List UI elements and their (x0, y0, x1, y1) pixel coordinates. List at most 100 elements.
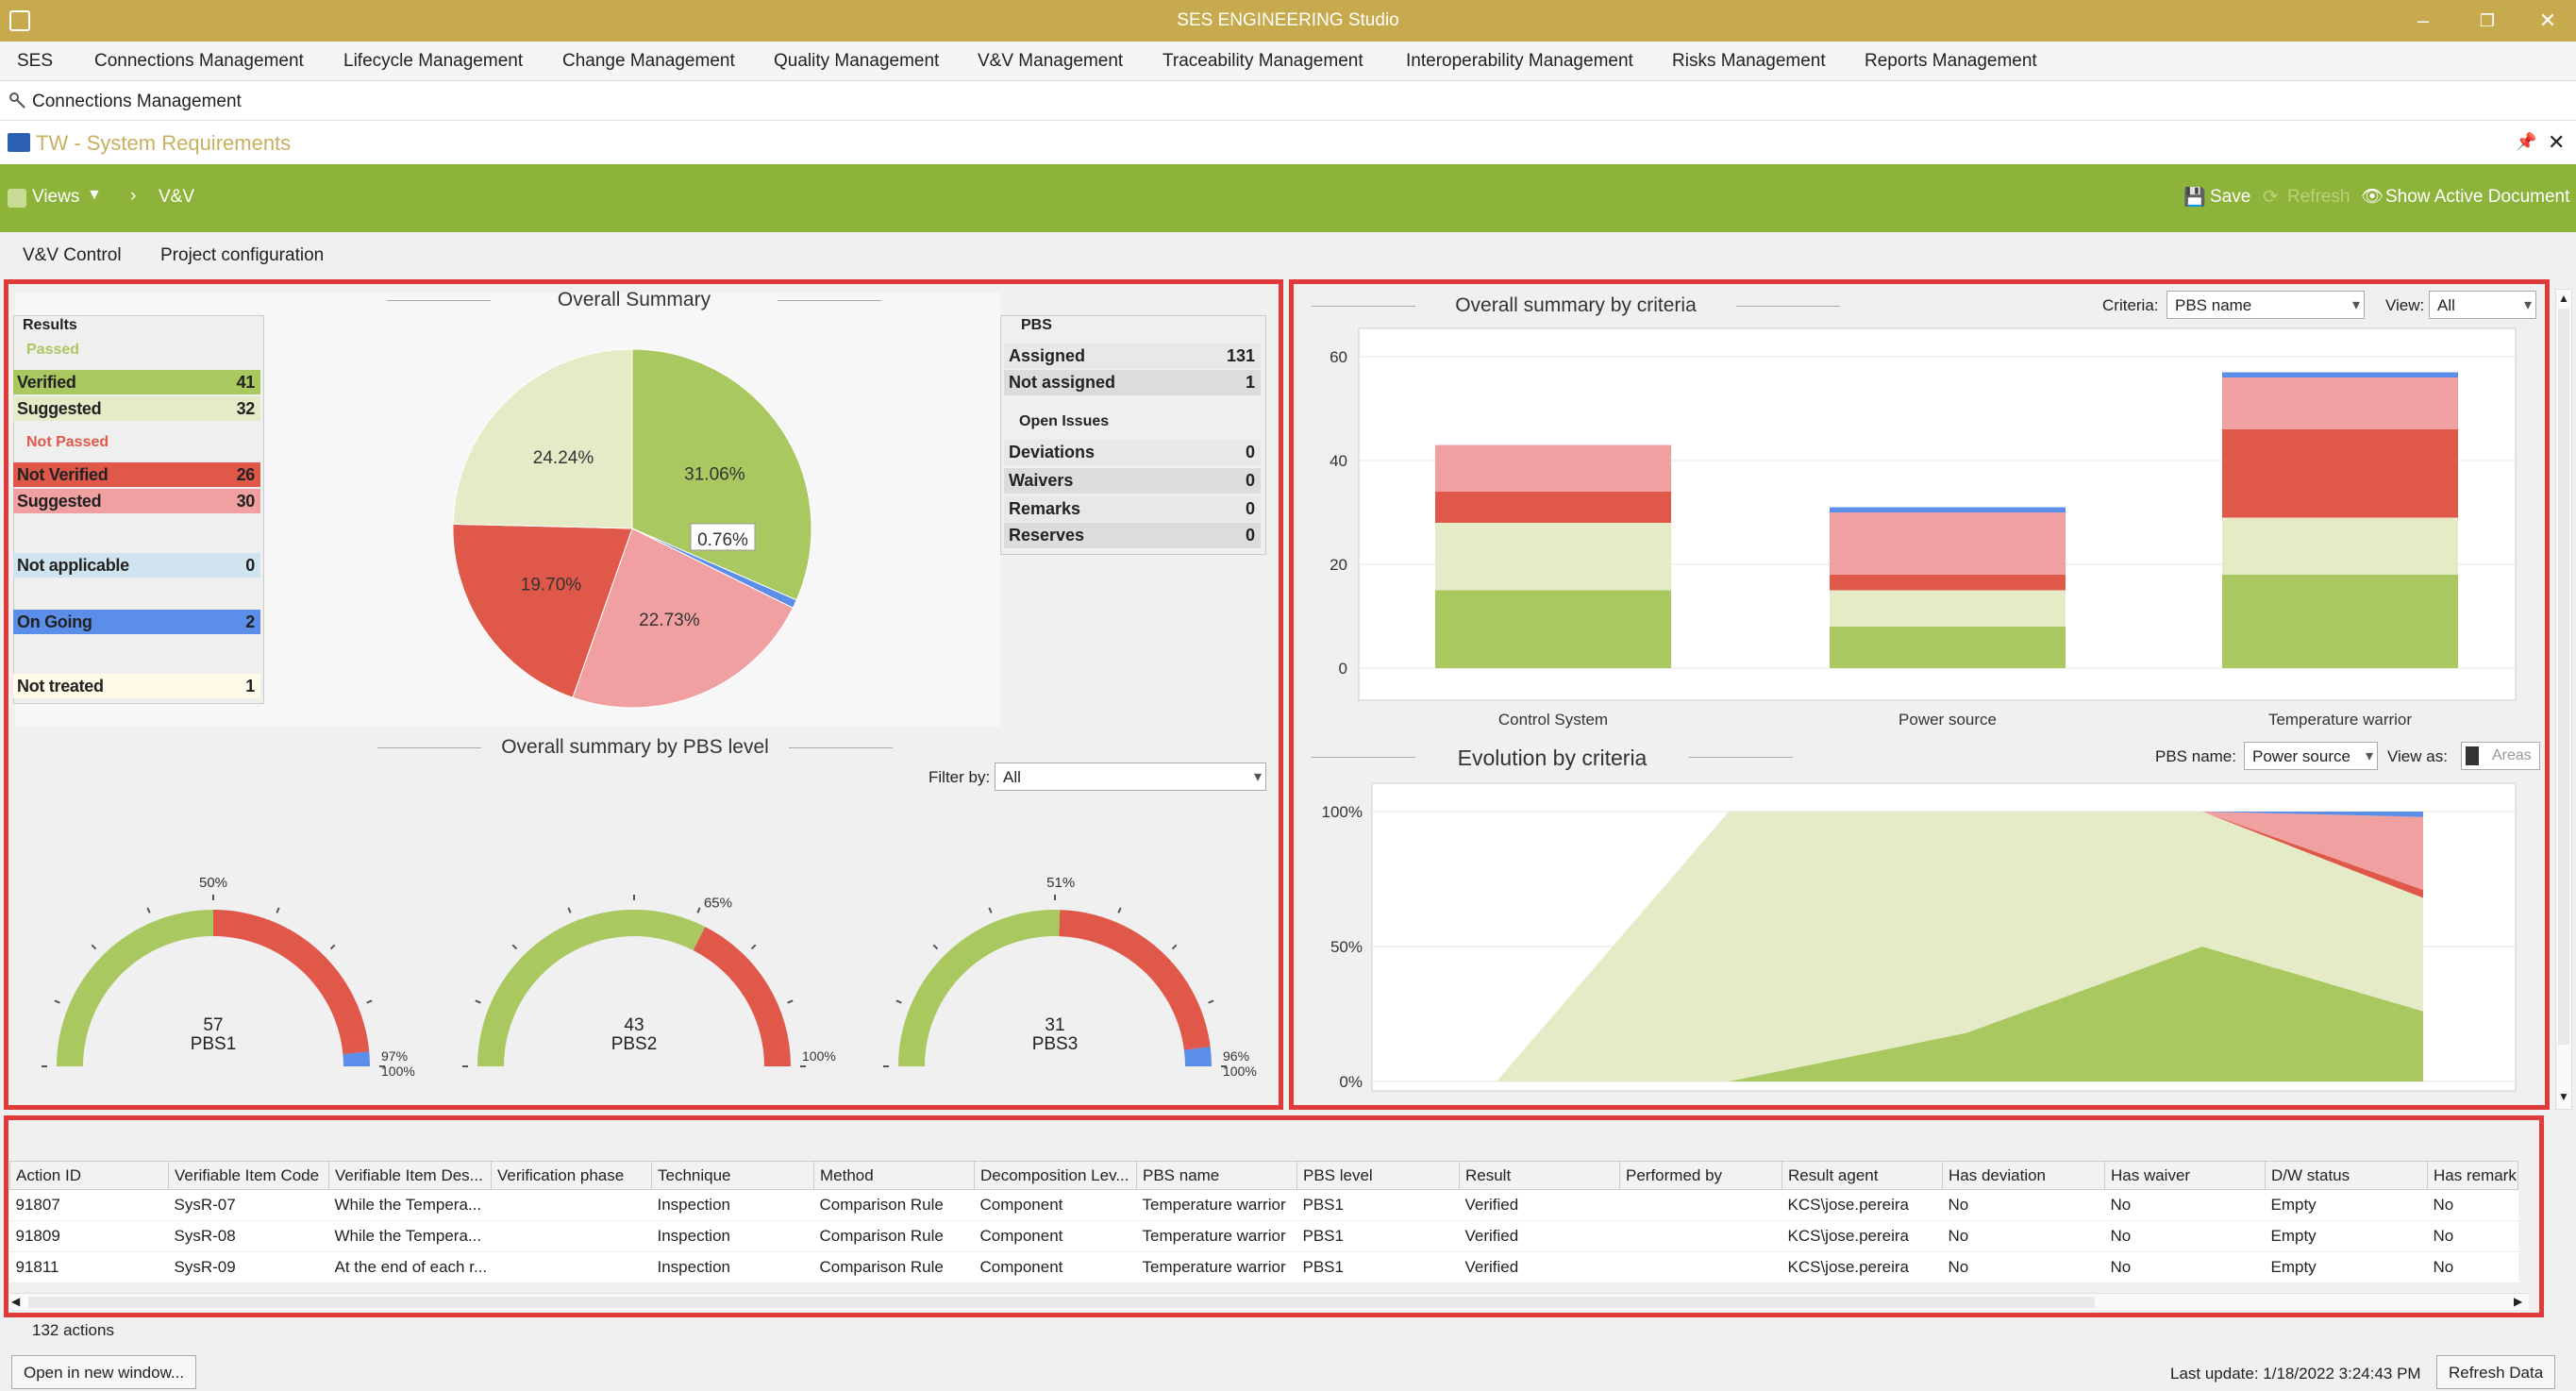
legend-not-applicable[interactable]: Not applicable 0 (13, 553, 260, 578)
bar-segment (1830, 575, 2066, 591)
filter-by-dropdown[interactable]: All (995, 763, 1266, 791)
view-as-dropdown[interactable]: Areas (2461, 742, 2540, 770)
scroll-right-icon[interactable]: ▶ (2514, 1295, 2523, 1308)
restore-icon[interactable]: ❐ (2479, 11, 2496, 30)
tab-project-configuration[interactable]: Project configuration (160, 245, 325, 265)
column-header[interactable]: PBS name (1136, 1161, 1297, 1190)
refresh-icon[interactable]: ⟳ (2263, 187, 2279, 208)
refresh-button[interactable]: Refresh (2287, 187, 2350, 207)
menu-vv[interactable]: V&V Management (978, 51, 1124, 71)
toolbar-crumb[interactable]: V&V (159, 187, 195, 207)
gauge-marker-label: 50% (199, 875, 227, 891)
gauge-name: PBS3 (1032, 1034, 1079, 1054)
menu-quality[interactable]: Quality Management (774, 51, 940, 71)
table-row[interactable]: 91807 SysR-07 While the Tempera... Inspecti… (9, 1189, 2518, 1221)
table-cell: No (1942, 1220, 2105, 1252)
menu-traceability[interactable]: Traceability Management (1163, 51, 1363, 71)
table-cell: Empty (2265, 1251, 2428, 1283)
legend-suggested-fail[interactable]: Suggested 30 (13, 489, 260, 513)
scroll-up-icon[interactable]: ▲ (2558, 292, 2569, 305)
legend-suggested-pass[interactable]: Suggested 32 (13, 396, 260, 421)
legend-not-treated[interactable]: Not treated 1 (13, 674, 260, 698)
column-header[interactable]: Verifiable Item Code (168, 1161, 329, 1190)
view-as-label: View as: (2387, 747, 2448, 765)
eye-icon[interactable]: 👁 (2361, 187, 2384, 207)
column-header[interactable]: Action ID (9, 1161, 169, 1190)
grid-scroll-thumb[interactable] (28, 1297, 2095, 1308)
document-title: TW - System Requirements (36, 131, 292, 155)
menu-risks[interactable]: Risks Management (1672, 51, 1826, 71)
criteria-dropdown[interactable]: PBS name (2166, 291, 2365, 319)
column-header[interactable]: Verification phase (491, 1161, 652, 1190)
column-header[interactable]: Has deviation (1942, 1161, 2105, 1190)
show-active-document-button[interactable]: Show Active Document (2385, 187, 2570, 207)
pie-slice-label: 24.24% (533, 448, 594, 468)
menu-interoperability[interactable]: Interoperability Management (1406, 51, 1633, 71)
bar-segment (1435, 523, 1671, 591)
gauge-segment (343, 1051, 370, 1066)
scroll-thumb[interactable] (2558, 309, 2569, 1045)
breadcrumb-label[interactable]: Connections Management (32, 92, 242, 111)
column-header[interactable]: PBS level (1296, 1161, 1460, 1190)
table-cell: Empty (2265, 1220, 2428, 1252)
column-header[interactable]: Technique (651, 1161, 814, 1190)
table-cell (491, 1189, 652, 1221)
save-icon[interactable]: 💾 (2183, 188, 2206, 208)
minimize-icon[interactable]: – (2417, 8, 2430, 32)
column-header[interactable]: Result (1459, 1161, 1620, 1190)
gauge-marker-label: 51% (1046, 875, 1075, 891)
menu-lifecycle[interactable]: Lifecycle Management (343, 51, 524, 71)
legend-verified[interactable]: Verified 41 (13, 370, 260, 394)
column-header[interactable]: Verifiable Item Des... (328, 1161, 492, 1190)
pbs-not-assigned: Not assigned 1 (1004, 370, 1261, 395)
legend-not-verified[interactable]: Not Verified 26 (13, 462, 260, 487)
pbs-gauges: 50%97%100%57PBS165%100%43PBS251%96%100%3… (42, 875, 1257, 1079)
tab-vv-control[interactable]: V&V Control (23, 245, 122, 265)
menu-change[interactable]: Change Management (562, 51, 735, 71)
column-header[interactable]: Result agent (1781, 1161, 1943, 1190)
view-dropdown[interactable]: All (2429, 291, 2536, 319)
gauge-tick (567, 907, 572, 913)
save-button[interactable]: Save (2210, 187, 2251, 207)
pbs-name-dropdown[interactable]: Power source (2244, 742, 2378, 770)
bar-y-tick: 40 (1330, 452, 1347, 470)
column-header[interactable]: Method (813, 1161, 975, 1190)
column-header[interactable]: Has waiver (2104, 1161, 2266, 1190)
scroll-down-icon[interactable]: ▼ (2558, 1090, 2569, 1103)
table-cell: No (1942, 1189, 2105, 1221)
grid-horizontal-scrollbar[interactable]: ◀ ▶ (9, 1293, 2529, 1310)
gauge-tick (895, 999, 902, 1004)
table-cell: No (2427, 1220, 2518, 1252)
area-y-tick: 50% (1330, 938, 1363, 956)
close-window-icon[interactable]: ✕ (2538, 8, 2557, 32)
menu-ses[interactable]: SES (17, 51, 54, 71)
pin-icon[interactable]: 📌 (2516, 132, 2537, 151)
menu-reports[interactable]: Reports Management (1865, 51, 2037, 71)
gauge-count: 31 (1045, 1015, 1064, 1035)
column-header[interactable]: Performed by (1619, 1161, 1782, 1190)
scroll-left-icon[interactable]: ◀ (11, 1295, 21, 1308)
evolution-title: Evolution by criteria (1312, 746, 1793, 771)
column-header[interactable]: D/W status (2265, 1161, 2428, 1190)
chevron-down-icon[interactable]: ▼ (87, 187, 102, 203)
area-series (1497, 947, 2423, 1081)
views-button[interactable]: Views (32, 187, 80, 207)
table-row[interactable]: 91811 SysR-09 At the end of each r... Inspe… (9, 1251, 2518, 1283)
menu-connections[interactable]: Connections Management (94, 51, 304, 71)
criteria-bar-chart: 0 20 40 60 Control System Power source Tempera… (1330, 327, 2517, 729)
passed-label: Passed (26, 342, 80, 358)
close-document-icon[interactable]: ✕ (2548, 130, 2566, 154)
table-cell (491, 1251, 652, 1283)
issue-reserves: Reserves 0 (1004, 523, 1261, 548)
panel-scrollbar[interactable]: ▲ ▼ (2555, 289, 2572, 1110)
bar-segment (2222, 377, 2458, 429)
gauge-tick (54, 999, 60, 1004)
table-row[interactable]: 91809 SysR-08 While the Tempera... Inspecti… (9, 1220, 2518, 1252)
table-cell: Verified (1459, 1189, 1620, 1221)
legend-on-going[interactable]: On Going 2 (13, 610, 260, 634)
open-in-new-window-button[interactable]: Open in new window... (11, 1355, 197, 1389)
column-header[interactable]: Decomposition Lev... (974, 1161, 1137, 1190)
column-header[interactable]: Has remark (2427, 1161, 2518, 1190)
gauge-end-label: 100% (1223, 1064, 1257, 1079)
refresh-data-button[interactable]: Refresh Data (2436, 1355, 2556, 1389)
